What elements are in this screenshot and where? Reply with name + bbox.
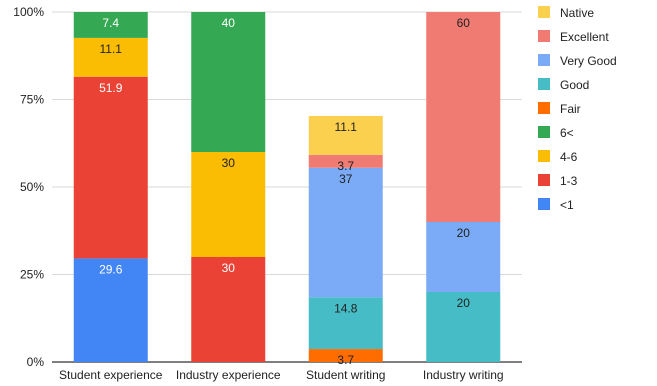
legend-swatch [538,30,550,42]
x-category-label: Industry writing [423,368,504,382]
data-label: 37 [339,172,353,186]
legend-item: Native [538,6,594,20]
legend-label: 6< [560,126,574,140]
data-label: 60 [457,16,471,30]
bar-segment [191,12,266,152]
data-labels: 29.651.911.17.43030403.714.8373.711.1202… [99,16,470,367]
legend-swatch [538,198,550,210]
data-label: 11.1 [335,120,358,134]
y-tick-label: 50% [20,180,44,194]
legend-label: 4-6 [560,150,578,164]
data-label: 7.4 [102,16,119,30]
x-axis-categories: Student experience Industry experience Stu… [59,368,504,382]
bar-segment [308,167,383,298]
legend-item: Fair [538,102,581,116]
bar-segment [426,12,501,222]
legend-label: <1 [560,198,574,212]
legend-item: <1 [538,198,574,212]
legend-label: Fair [560,102,581,116]
bar-segment [191,152,266,257]
legend-swatch [538,102,550,114]
legend-item: 1-3 [538,174,578,188]
legend: Native Excellent Very Good Good Fair 6< 4-6 1-3… [538,6,617,212]
legend-label: 1-3 [560,174,578,188]
legend-label: Good [560,78,589,92]
bar-segment [426,222,501,292]
bars [73,12,501,362]
legend-swatch [538,54,550,66]
data-label: 3.7 [337,353,354,367]
legend-swatch [538,78,550,90]
x-category-label: Student writing [306,368,385,382]
data-label: 30 [222,156,236,170]
bar-segment [308,154,383,168]
bar-segment [73,37,148,77]
bar-segment [308,115,383,155]
bar-segment [73,258,148,362]
legend-item: 4-6 [538,150,578,164]
legend-item: 6< [538,126,574,140]
x-category-label: Student experience [59,368,163,382]
bar-segment [426,292,501,362]
y-axis-ticks: 0% 25% 50% 75% 100% [13,5,44,369]
bar-segment [73,12,148,38]
x-category-label: Industry experience [176,368,281,382]
data-label: 20 [457,226,471,240]
bar-segment [191,257,266,362]
bar-segment [73,76,148,259]
data-label: 3.7 [337,159,354,173]
bar-segment [308,297,383,350]
data-label: 11.1 [100,42,123,56]
y-tick-label: 25% [20,268,44,282]
legend-label: Native [560,6,594,20]
legend-swatch [538,150,550,162]
y-tick-label: 75% [20,93,44,107]
legend-item: Excellent [538,30,609,44]
data-label: 40 [222,16,236,30]
data-label: 30 [222,261,236,275]
data-label: 51.9 [99,81,123,95]
legend-label: Very Good [560,54,617,68]
legend-item: Good [538,78,589,92]
legend-label: Excellent [560,30,609,44]
bar-segment [308,349,383,362]
data-label: 20 [457,296,471,310]
legend-swatch [538,126,550,138]
data-label: 29.6 [99,262,123,276]
y-tick-label: 100% [13,5,44,19]
legend-item: Very Good [538,54,617,68]
legend-swatch [538,6,550,18]
legend-swatch [538,174,550,186]
y-tick-label: 0% [27,355,45,369]
data-label: 14.8 [334,301,358,315]
